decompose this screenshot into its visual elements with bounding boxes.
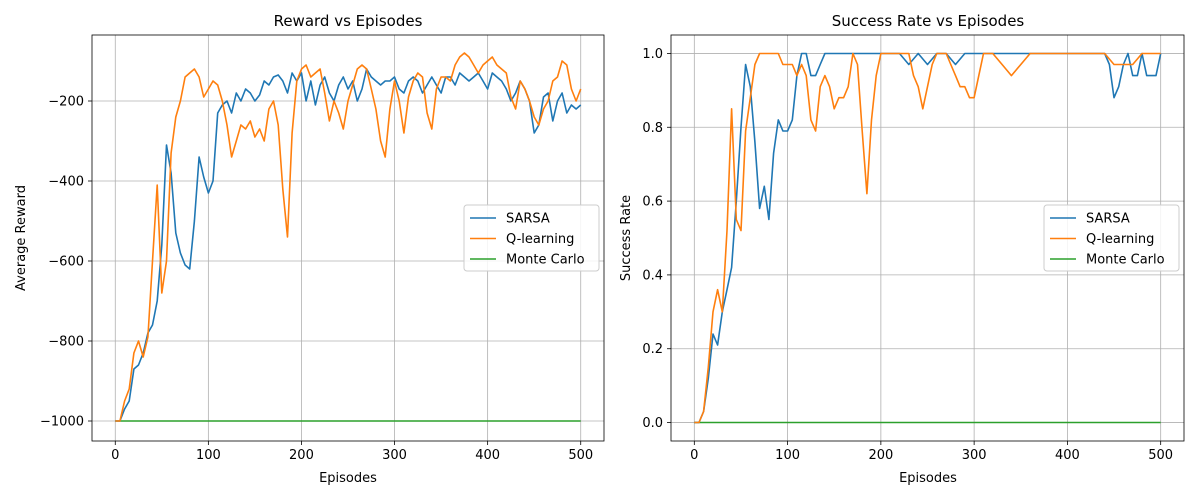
success-x-tick-label: 400: [1055, 448, 1080, 463]
success-y-axis-label: Success Rate: [619, 195, 634, 281]
reward-panel: Reward vs Episodes Episodes Average Rewa…: [14, 12, 605, 486]
reward-x-tick-label: 400: [475, 448, 500, 463]
success-y-tick-label: 0.8: [642, 121, 663, 136]
reward-x-tick-label: 0: [111, 448, 119, 463]
reward-x-tick-label: 500: [568, 448, 593, 463]
reward-x-tick-label: 100: [196, 448, 221, 463]
success-legend-box: [1043, 204, 1180, 272]
success-x-tick-label: 0: [690, 448, 698, 463]
success-x-tick-label: 500: [1148, 448, 1173, 463]
success-chart-title: Success Rate vs Episodes: [832, 12, 1025, 30]
success-series-lines: [694, 52, 1162, 424]
reward-series-lines: [115, 52, 582, 422]
success-y-tick-label: 0.4: [642, 268, 663, 283]
reward-y-tick-label: −400: [48, 175, 84, 190]
reward-legend-label-monte-carlo: Monte Carlo: [506, 253, 585, 268]
reward-legend: SARSA Q-learning Monte Carlo: [463, 204, 600, 272]
reward-legend-label-sarsa: SARSA: [506, 212, 550, 227]
success-y-tick-label: 1.0: [642, 47, 663, 62]
reward-ticks: 0 100 200 300 400 500 −1000 −800 −600 −400 −200: [40, 95, 593, 464]
success-sarsa-line: [694, 52, 1162, 424]
success-x-tick-label: 100: [775, 448, 800, 463]
success-x-axis-label: Episodes: [899, 471, 957, 486]
success-legend-label-sarsa: SARSA: [1086, 212, 1130, 227]
success-x-tick-label: 300: [962, 448, 987, 463]
reward-y-axis-label: Average Reward: [14, 185, 29, 291]
success-plot-frame: [670, 34, 1185, 442]
success-panel: Success Rate vs Episodes Episodes Succes…: [619, 12, 1185, 486]
reward-y-tick-label: −600: [48, 255, 84, 270]
reward-x-axis-label: Episodes: [319, 471, 377, 486]
success-y-tick-label: 0.2: [642, 342, 663, 357]
reward-plot-frame: [91, 34, 605, 442]
reward-y-tick-label: −1000: [40, 415, 84, 430]
reward-chart-title: Reward vs Episodes: [274, 12, 423, 30]
success-legend-label-q-learning: Q-learning: [1086, 232, 1154, 247]
success-y-tick-label: 0.0: [642, 416, 663, 431]
success-y-tick-label: 0.6: [642, 195, 663, 210]
success-legend: SARSA Q-learning Monte Carlo: [1043, 204, 1180, 272]
success-ticks: 0 100 200 300 400 500 0.0 0.2 0.4 0.6 0.8 1.0: [642, 47, 1173, 463]
success-x-tick-label: 200: [868, 448, 893, 463]
reward-sarsa-line: [115, 68, 582, 422]
reward-q-learning-line: [115, 52, 582, 422]
reward-legend-box: [463, 204, 600, 272]
reward-legend-label-q-learning: Q-learning: [506, 232, 574, 247]
reward-x-tick-label: 200: [289, 448, 314, 463]
reward-y-tick-label: −800: [48, 335, 84, 350]
success-legend-label-monte-carlo: Monte Carlo: [1086, 253, 1165, 268]
success-q-learning-line: [694, 52, 1161, 424]
reward-x-tick-label: 300: [382, 448, 407, 463]
reward-y-tick-label: −200: [48, 95, 84, 110]
